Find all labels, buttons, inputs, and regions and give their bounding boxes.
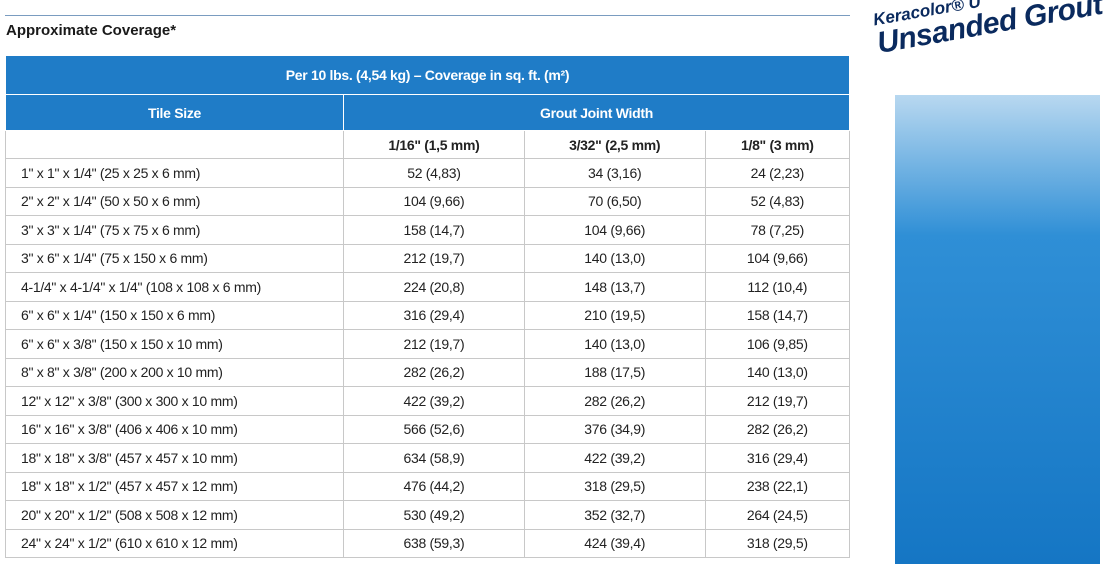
coverage-cell: 212 (19,7) (704, 386, 851, 416)
coverage-cell: 188 (17,5) (523, 357, 706, 387)
table-row: 6" x 6" x 1/4" (150 x 150 x 6 mm) 316 (29… (5, 300, 851, 330)
coverage-cell: 530 (49,2) (343, 500, 525, 530)
coverage-cell: 282 (26,2) (704, 414, 851, 444)
tile-size-cell: 6" x 6" x 1/4" (150 x 150 x 6 mm) (5, 300, 344, 330)
tile-size-cell: 2" x 2" x 1/4" (50 x 50 x 6 mm) (5, 186, 344, 216)
tile-size-cell: 24" x 24" x 1/2" (610 x 610 x 12 mm) (5, 528, 344, 558)
coverage-cell: 318 (29,5) (704, 528, 851, 558)
table-row: 8" x 8" x 3/8" (200 x 200 x 10 mm) 282 (2… (5, 357, 851, 387)
coverage-cell: 318 (29,5) (523, 471, 706, 501)
table-row: 12" x 12" x 3/8" (300 x 300 x 10 mm) 422 … (5, 386, 851, 416)
tile-size-cell: 1" x 1" x 1/4" (25 x 25 x 6 mm) (5, 158, 344, 188)
coverage-cell: 158 (14,7) (704, 300, 851, 330)
subheader-row: 1/16" (1,5 mm) 3/32" (2,5 mm) 1/8" (3 mm) (5, 130, 851, 159)
table-row: 6" x 6" x 3/8" (150 x 150 x 10 mm) 212 (1… (5, 329, 851, 359)
coverage-cell: 316 (29,4) (704, 443, 851, 473)
coverage-cell: 422 (39,2) (523, 443, 706, 473)
caption-row: Per 10 lbs. (4,54 kg) – Coverage in sq. … (5, 55, 850, 95)
tile-size-header: Tile Size (5, 94, 344, 131)
coverage-cell: 52 (4,83) (704, 186, 851, 216)
coverage-cell: 264 (24,5) (704, 500, 851, 530)
tile-size-cell: 3" x 6" x 1/4" (75 x 150 x 6 mm) (5, 243, 344, 273)
coverage-cell: 376 (34,9) (523, 414, 706, 444)
coverage-cell: 140 (13,0) (523, 329, 706, 359)
coverage-cell: 158 (14,7) (343, 215, 525, 245)
table-row: 18" x 18" x 1/2" (457 x 457 x 12 mm) 476 … (5, 471, 851, 501)
coverage-cell: 422 (39,2) (343, 386, 525, 416)
tile-size-cell: 18" x 18" x 3/8" (457 x 457 x 10 mm) (5, 443, 344, 473)
table-row: 16" x 16" x 3/8" (406 x 406 x 10 mm) 566 … (5, 414, 851, 444)
coverage-cell: 140 (13,0) (523, 243, 706, 273)
coverage-cell: 212 (19,7) (343, 243, 525, 273)
coverage-cell: 352 (32,7) (523, 500, 706, 530)
table-row: 4-1/4" x 4-1/4" x 1/4" (108 x 108 x 6 mm… (5, 272, 851, 302)
coverage-cell: 104 (9,66) (343, 186, 525, 216)
coverage-cell: 24 (2,23) (704, 158, 851, 188)
coverage-cell: 476 (44,2) (343, 471, 525, 501)
brand-logo: Keracolor® U Unsanded Grout (872, 0, 1112, 60)
table-caption: Per 10 lbs. (4,54 kg) – Coverage in sq. … (5, 55, 850, 95)
coverage-cell: 566 (52,6) (343, 414, 525, 444)
tile-size-cell: 16" x 16" x 3/8" (406 x 406 x 10 mm) (5, 414, 344, 444)
section-title: Approximate Coverage* (6, 22, 177, 39)
empty-header (5, 130, 344, 159)
top-rule (5, 15, 850, 16)
column-header: 1/8" (3 mm) (704, 130, 851, 159)
coverage-cell: 212 (19,7) (343, 329, 525, 359)
header-row: Tile Size Grout Joint Width (5, 94, 850, 131)
coverage-cell: 282 (26,2) (343, 357, 525, 387)
tile-size-cell: 4-1/4" x 4-1/4" x 1/4" (108 x 108 x 6 mm… (5, 272, 344, 302)
tile-size-cell: 12" x 12" x 3/8" (300 x 300 x 10 mm) (5, 386, 344, 416)
table-row: 3" x 6" x 1/4" (75 x 150 x 6 mm) 212 (19,… (5, 243, 851, 273)
coverage-cell: 634 (58,9) (343, 443, 525, 473)
table-row: 18" x 18" x 3/8" (457 x 457 x 10 mm) 634 … (5, 443, 851, 473)
table-row: 3" x 3" x 1/4" (75 x 75 x 6 mm) 158 (14,7… (5, 215, 851, 245)
coverage-cell: 106 (9,85) (704, 329, 851, 359)
brand-banner (895, 95, 1100, 564)
table-row: 1" x 1" x 1/4" (25 x 25 x 6 mm) 52 (4,83)… (5, 158, 851, 188)
coverage-cell: 78 (7,25) (704, 215, 851, 245)
joint-width-header: Grout Joint Width (343, 94, 850, 131)
coverage-cell: 52 (4,83) (343, 158, 525, 188)
coverage-cell: 424 (39,4) (523, 528, 706, 558)
coverage-cell: 70 (6,50) (523, 186, 706, 216)
table-row: 2" x 2" x 1/4" (50 x 50 x 6 mm) 104 (9,66… (5, 186, 851, 216)
coverage-cell: 34 (3,16) (523, 158, 706, 188)
table-body: 1" x 1" x 1/4" (25 x 25 x 6 mm) 52 (4,83)… (5, 158, 851, 558)
tile-size-cell: 6" x 6" x 3/8" (150 x 150 x 10 mm) (5, 329, 344, 359)
table-row: 20" x 20" x 1/2" (508 x 508 x 12 mm) 530 … (5, 500, 851, 530)
coverage-cell: 104 (9,66) (704, 243, 851, 273)
column-header: 1/16" (1,5 mm) (343, 130, 525, 159)
column-header: 3/32" (2,5 mm) (523, 130, 706, 159)
coverage-cell: 316 (29,4) (343, 300, 525, 330)
tile-size-cell: 20" x 20" x 1/2" (508 x 508 x 12 mm) (5, 500, 344, 530)
coverage-cell: 282 (26,2) (523, 386, 706, 416)
tile-size-cell: 8" x 8" x 3/8" (200 x 200 x 10 mm) (5, 357, 344, 387)
coverage-cell: 238 (22,1) (704, 471, 851, 501)
tile-size-cell: 18" x 18" x 1/2" (457 x 457 x 12 mm) (5, 471, 344, 501)
coverage-cell: 224 (20,8) (343, 272, 525, 302)
coverage-cell: 140 (13,0) (704, 357, 851, 387)
coverage-cell: 112 (10,4) (704, 272, 851, 302)
coverage-cell: 104 (9,66) (523, 215, 706, 245)
coverage-table: Per 10 lbs. (4,54 kg) – Coverage in sq. … (5, 55, 851, 558)
table-row: 24" x 24" x 1/2" (610 x 610 x 12 mm) 638 … (5, 528, 851, 558)
coverage-cell: 210 (19,5) (523, 300, 706, 330)
coverage-cell: 638 (59,3) (343, 528, 525, 558)
tile-size-cell: 3" x 3" x 1/4" (75 x 75 x 6 mm) (5, 215, 344, 245)
coverage-cell: 148 (13,7) (523, 272, 706, 302)
